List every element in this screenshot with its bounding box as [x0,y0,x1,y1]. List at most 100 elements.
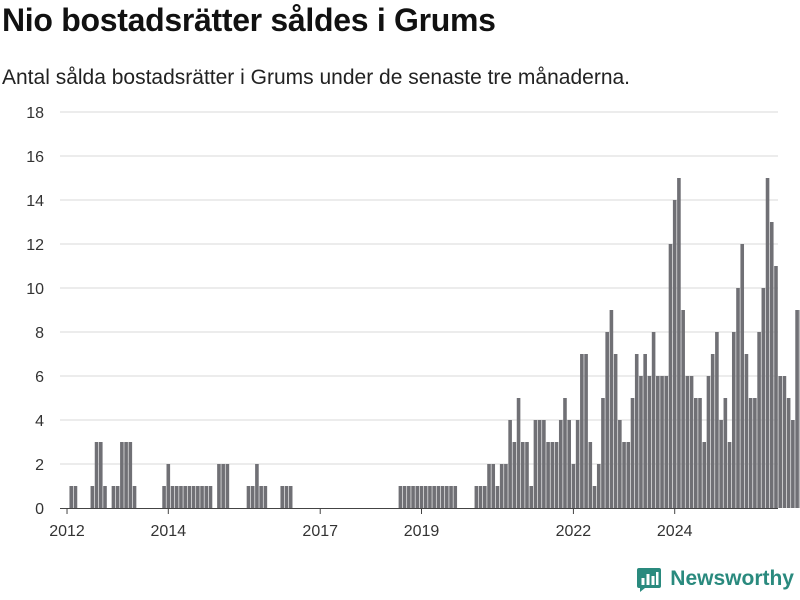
x-tick-label: 2014 [151,523,187,540]
bar [280,486,285,508]
bar [174,486,179,508]
chart-subtitle: Antal sålda bostadsrätter i Grums under … [2,66,631,89]
bar [407,486,411,508]
bar [98,442,103,508]
bar [685,376,690,508]
bar [120,442,124,508]
bar [255,464,259,508]
bar [263,486,268,508]
bar [478,486,483,508]
y-tick-label: 6 [35,369,44,386]
bar [694,398,698,508]
bar [740,244,745,508]
x-tick-label: 2017 [302,523,338,540]
bar [246,486,251,508]
bar [753,398,757,508]
bar [596,464,601,508]
bar-chart: 0 2 4 6 8 10 12 14 16 18 2012 2014 2017 2019 2022 2024… [26,105,800,540]
bar [651,332,656,508]
bar [529,486,534,508]
bar [402,486,407,508]
bar [592,486,597,508]
bar [588,442,593,508]
chart-title: Nio bostadsrätter såldes i Grums [2,2,496,38]
bar [630,398,635,508]
bar [563,398,567,508]
bar [128,442,133,508]
bar [132,486,137,508]
bar [681,310,685,508]
bar [208,486,213,508]
bar [660,376,664,508]
bar [550,442,555,508]
bar [124,442,128,508]
bar [656,376,660,508]
bar [554,442,559,508]
bar [769,222,774,508]
bar [225,464,230,508]
bar [643,354,647,508]
x-tick-label: 2024 [657,523,693,540]
bar [542,420,546,508]
bar [196,486,200,508]
x-tick-label: 2012 [49,523,85,540]
bar [432,486,436,508]
bar [483,486,487,508]
bar [73,486,78,508]
bar [250,486,255,508]
y-axis-ticks: 0 2 4 6 8 10 12 14 16 18 [26,105,44,518]
bar [795,310,799,508]
bar [491,464,496,508]
bar [166,464,171,508]
bar [288,486,293,508]
bar [575,420,580,508]
bar [715,332,719,508]
bar [428,486,432,508]
bar [170,486,175,508]
bar [423,486,428,508]
bar [179,486,183,508]
newsworthy-logo-icon [637,568,662,592]
bar [622,442,626,508]
bar [710,354,715,508]
bar [584,354,588,508]
bar [191,486,196,508]
brand: Newsworthy [636,566,794,592]
y-tick-label: 16 [26,149,44,166]
bar [567,420,571,508]
bar [580,354,584,508]
bar [537,420,542,508]
bar [508,420,512,508]
bar [516,398,521,508]
bar [664,376,669,508]
y-tick-label: 4 [35,413,44,430]
bar [449,486,453,508]
y-tick-label: 8 [35,325,44,342]
bar [436,486,441,508]
bar [782,376,787,508]
bar [748,398,753,508]
bar [723,398,728,508]
bar [727,442,732,508]
bar [672,200,677,508]
bar [411,486,415,508]
bar [487,464,491,508]
bar [778,376,782,508]
bar [761,288,766,508]
bar [474,486,479,508]
bar [571,464,576,508]
bar [786,398,791,508]
bar [187,486,192,508]
bar [69,486,74,508]
bar [284,486,289,508]
bar [605,332,609,508]
bar [221,464,225,508]
bar [626,442,631,508]
bar [744,354,749,508]
bar [504,464,508,508]
bar [259,486,263,508]
bar [706,376,711,508]
bar [731,332,736,508]
bar [791,420,795,508]
y-tick-label: 10 [26,281,44,298]
